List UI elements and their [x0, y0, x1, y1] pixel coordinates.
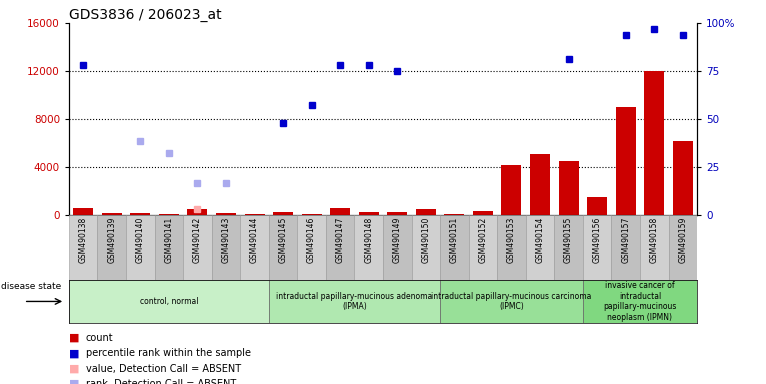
Bar — [411, 215, 440, 280]
Text: GSM490138: GSM490138 — [79, 217, 88, 263]
Text: GDS3836 / 206023_at: GDS3836 / 206023_at — [69, 8, 221, 22]
Text: ■: ■ — [69, 364, 80, 374]
Bar — [469, 215, 497, 280]
Text: GSM490152: GSM490152 — [479, 217, 487, 263]
Bar — [673, 141, 692, 215]
Text: intraductal papillary-mucinous carcinoma
(IPMC): intraductal papillary-mucinous carcinoma… — [431, 292, 591, 311]
Bar — [530, 154, 550, 215]
Text: GSM490143: GSM490143 — [221, 217, 231, 263]
Bar — [555, 215, 583, 280]
Text: GSM490155: GSM490155 — [564, 217, 573, 263]
Bar — [644, 71, 664, 215]
Bar — [583, 280, 697, 323]
Text: GSM490153: GSM490153 — [507, 217, 516, 263]
Text: GSM490158: GSM490158 — [650, 217, 659, 263]
Bar — [355, 215, 383, 280]
Text: GSM490141: GSM490141 — [165, 217, 173, 263]
Text: GSM490145: GSM490145 — [279, 217, 287, 263]
Text: GSM490146: GSM490146 — [307, 217, 316, 263]
Text: GSM490151: GSM490151 — [450, 217, 459, 263]
Bar — [616, 107, 636, 215]
Bar — [358, 212, 378, 215]
Bar — [669, 215, 697, 280]
Text: GSM490147: GSM490147 — [336, 217, 345, 263]
Text: GSM490148: GSM490148 — [364, 217, 373, 263]
Bar — [330, 209, 350, 215]
Text: GSM490144: GSM490144 — [250, 217, 259, 263]
Bar — [611, 215, 640, 280]
Bar — [558, 161, 578, 215]
Bar — [583, 215, 611, 280]
Text: value, Detection Call = ABSENT: value, Detection Call = ABSENT — [86, 364, 241, 374]
Bar — [444, 214, 464, 215]
Bar — [440, 215, 469, 280]
Bar — [440, 280, 583, 323]
Text: ■: ■ — [69, 379, 80, 384]
Bar — [183, 215, 211, 280]
Bar — [297, 215, 326, 280]
Bar — [502, 165, 522, 215]
Text: GSM490139: GSM490139 — [107, 217, 116, 263]
Text: GSM490159: GSM490159 — [678, 217, 687, 263]
Bar — [241, 215, 269, 280]
Text: rank, Detection Call = ABSENT: rank, Detection Call = ABSENT — [86, 379, 236, 384]
Bar — [525, 215, 555, 280]
Text: invasive cancer of
intraductal
papillary-mucinous
neoplasm (IPMN): invasive cancer of intraductal papillary… — [604, 281, 676, 321]
Bar — [69, 280, 269, 323]
Text: percentile rank within the sample: percentile rank within the sample — [86, 348, 250, 358]
Bar — [97, 215, 126, 280]
Text: GSM490142: GSM490142 — [193, 217, 202, 263]
Bar — [244, 214, 264, 215]
Bar — [383, 215, 411, 280]
Bar — [473, 211, 493, 215]
Text: ■: ■ — [69, 333, 80, 343]
Bar — [211, 215, 241, 280]
Bar — [302, 214, 322, 215]
Text: GSM490150: GSM490150 — [421, 217, 430, 263]
Text: GSM490157: GSM490157 — [621, 217, 630, 263]
Bar — [269, 280, 440, 323]
Text: ■: ■ — [69, 348, 80, 358]
Bar — [416, 209, 436, 215]
Bar — [497, 215, 525, 280]
Bar — [588, 197, 607, 215]
Bar — [102, 213, 122, 215]
Bar — [130, 213, 150, 215]
Bar — [640, 215, 669, 280]
Bar — [74, 209, 93, 215]
Bar — [326, 215, 355, 280]
Text: count: count — [86, 333, 113, 343]
Text: control, normal: control, normal — [139, 297, 198, 306]
Bar — [273, 212, 293, 215]
Text: GSM490156: GSM490156 — [593, 217, 601, 263]
Text: disease state: disease state — [1, 281, 61, 291]
Bar — [155, 215, 183, 280]
Bar — [126, 215, 155, 280]
Text: GSM490149: GSM490149 — [393, 217, 402, 263]
Text: GSM490154: GSM490154 — [535, 217, 545, 263]
Bar — [188, 209, 208, 215]
Bar — [388, 212, 408, 215]
Bar — [69, 215, 97, 280]
Bar — [216, 213, 236, 215]
Text: GSM490140: GSM490140 — [136, 217, 145, 263]
Bar — [269, 215, 297, 280]
Text: intraductal papillary-mucinous adenoma
(IPMA): intraductal papillary-mucinous adenoma (… — [277, 292, 433, 311]
Bar — [159, 214, 179, 215]
